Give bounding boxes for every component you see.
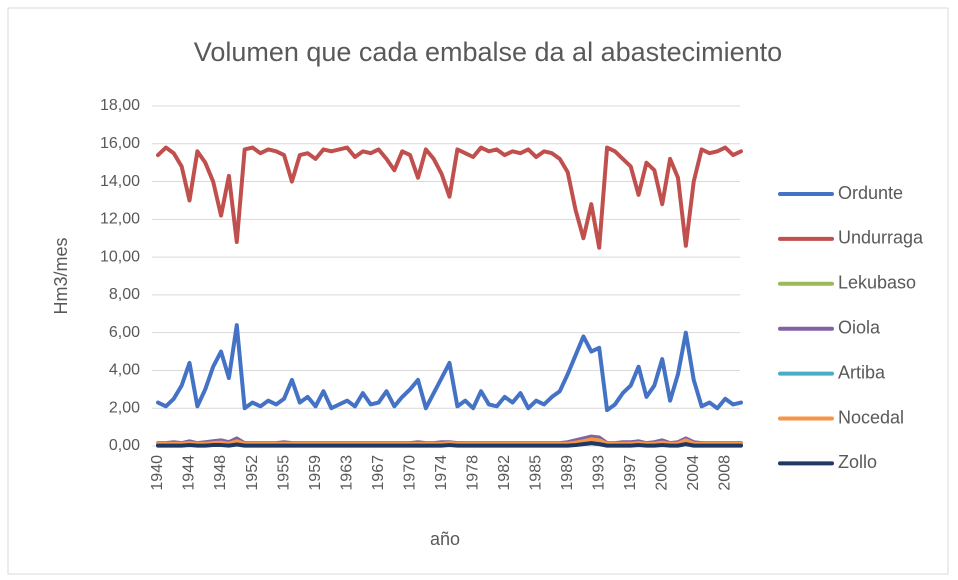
y-axis-label: Hm3/mes (51, 237, 71, 314)
x-tick-label: 1970 (401, 455, 418, 491)
y-tick-label: 2,00 (109, 399, 140, 416)
x-tick-label: 1940 (149, 455, 166, 491)
y-tick-label: 16,00 (100, 135, 140, 152)
legend-label: Artiba (838, 362, 886, 382)
legend-label: Oiola (838, 317, 881, 337)
x-tick-label: 2004 (685, 455, 702, 491)
legend-label: Undurraga (838, 228, 924, 248)
series-line (156, 323, 743, 413)
series-line (156, 441, 743, 448)
x-tick-label: 1989 (559, 455, 576, 491)
y-tick-label: 6,00 (109, 324, 140, 341)
x-tick-label: 1993 (590, 455, 607, 491)
x-tick-label: 1982 (496, 455, 513, 491)
x-tick-label: 1967 (370, 455, 387, 491)
series-line (156, 145, 743, 250)
legend-label: Ordunte (838, 183, 903, 203)
y-tick-label: 18,00 (100, 97, 140, 114)
y-tick-label: 12,00 (100, 211, 140, 228)
x-tick-label: 1959 (307, 455, 324, 491)
x-tick-label: 1963 (338, 455, 355, 491)
x-tick-label: 1997 (622, 455, 639, 491)
y-tick-label: 14,00 (100, 173, 140, 190)
x-tick-label: 2008 (716, 455, 733, 491)
x-tick-label: 1955 (275, 455, 292, 491)
y-tick-label: 0,00 (109, 437, 140, 454)
legend-label: Lekubaso (838, 273, 916, 293)
x-tick-label: 1985 (527, 455, 544, 491)
x-tick-label: 1944 (181, 455, 198, 491)
chart-title: Volumen que cada embalse da al abastecim… (194, 37, 782, 67)
x-tick-label: 1948 (212, 455, 229, 491)
x-tick-label: 1974 (433, 455, 450, 491)
x-tick-label: 2000 (653, 455, 670, 491)
x-axis-label: año (430, 529, 460, 549)
chart-border (7, 7, 949, 575)
legend-label: Zollo (838, 452, 877, 472)
x-tick-label: 1978 (464, 455, 481, 491)
x-tick-label: 1952 (244, 455, 261, 491)
y-tick-label: 4,00 (109, 362, 140, 379)
legend-label: Nocedal (838, 407, 904, 427)
y-tick-label: 8,00 (109, 286, 140, 303)
y-tick-label: 10,00 (100, 248, 140, 265)
